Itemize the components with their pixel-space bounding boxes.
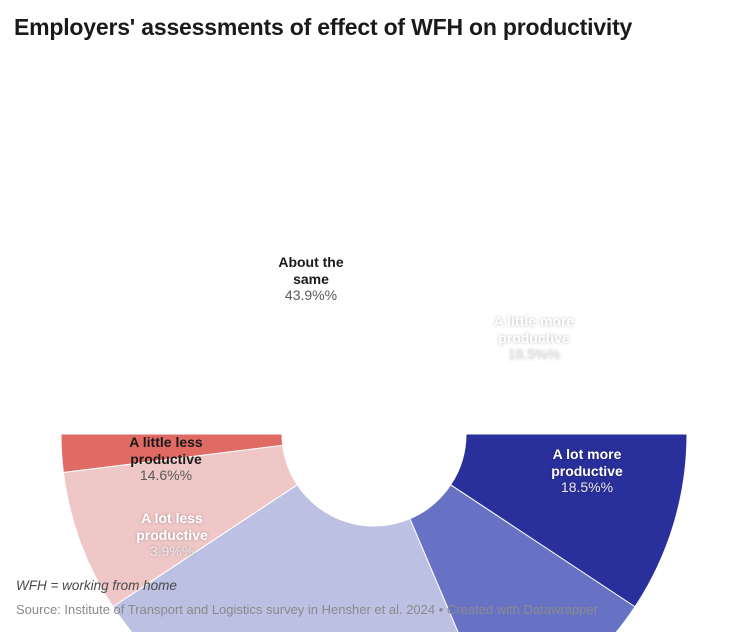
pie-slice[interactable] [112, 484, 496, 632]
source-credit: Source: Institute of Transport and Logis… [16, 602, 598, 617]
pie-slice[interactable] [450, 433, 688, 608]
page-title: Employers' assessments of effect of WFH … [14, 14, 633, 40]
pie-slice[interactable] [409, 484, 636, 632]
donut-svg [60, 433, 688, 632]
semicircle-donut-chart: A lot less productive 3.9%% A little less pr… [0, 60, 754, 632]
footnote: WFH = working from home [16, 578, 177, 593]
